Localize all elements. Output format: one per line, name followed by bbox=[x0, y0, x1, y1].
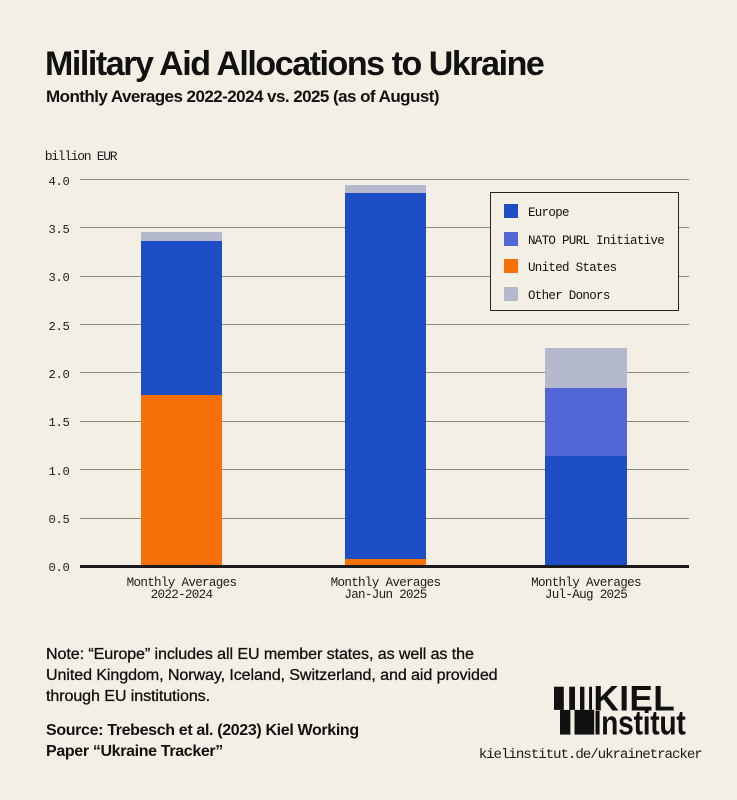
svg-text:Institut: Institut bbox=[594, 704, 687, 736]
svg-text:KIEL: KIEL bbox=[593, 686, 675, 718]
